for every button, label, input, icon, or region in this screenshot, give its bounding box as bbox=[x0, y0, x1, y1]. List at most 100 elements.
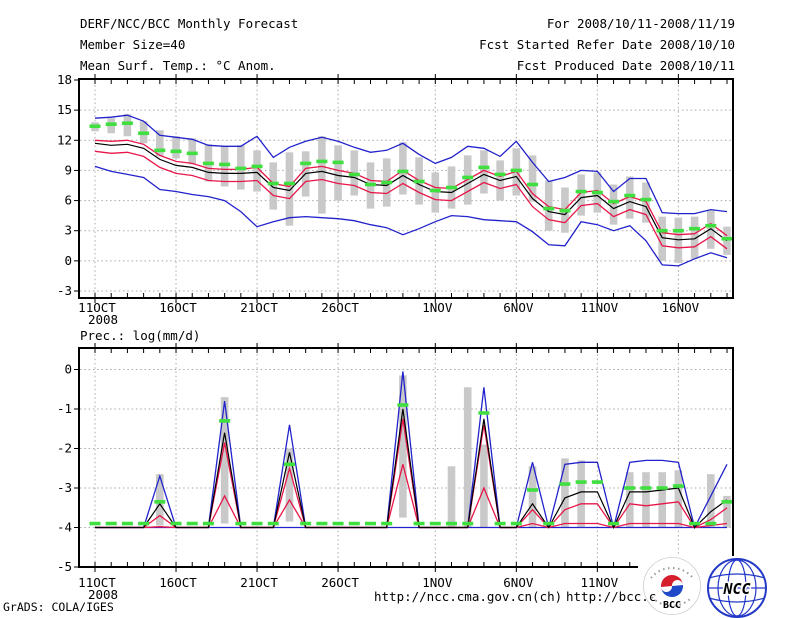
obs-dash bbox=[494, 521, 506, 526]
bcc-arc-text-top bbox=[650, 566, 694, 579]
x-tick-label: 21OCT bbox=[240, 300, 278, 315]
y-tick-label: -5 bbox=[57, 559, 72, 574]
ensemble-spread-bar bbox=[690, 216, 699, 259]
obs-dash bbox=[300, 521, 312, 526]
obs-dash bbox=[672, 484, 684, 488]
obs-dash bbox=[348, 521, 360, 526]
obs-dash bbox=[462, 175, 474, 180]
obs-dash bbox=[429, 521, 441, 526]
ensemble-spread-bar bbox=[447, 466, 456, 528]
ensemble-spread-bar bbox=[706, 474, 715, 528]
ncc-logo: NCC bbox=[707, 558, 767, 618]
obs-dash bbox=[186, 521, 198, 526]
obs-dash bbox=[640, 486, 652, 490]
obs-dash bbox=[219, 419, 231, 423]
obs-dash bbox=[527, 182, 539, 187]
obs-dash bbox=[219, 162, 231, 167]
x-tick-label: 16OCT bbox=[159, 300, 197, 315]
obs-dash bbox=[721, 500, 733, 504]
ensemble-spread-bar bbox=[480, 444, 488, 528]
bcc-swirl-blue bbox=[661, 585, 684, 598]
obs-dash bbox=[170, 521, 182, 526]
ensemble-spread-bar bbox=[480, 150, 488, 194]
obs-dash bbox=[543, 521, 555, 526]
obs-dash bbox=[235, 166, 247, 171]
y-tick-label: -3 bbox=[57, 283, 72, 298]
bcc-logo-label: BCC bbox=[663, 600, 681, 611]
ensemble-spread-bar bbox=[220, 397, 229, 524]
forecast-range-label: For 2008/10/11-2008/11/19 bbox=[546, 16, 735, 31]
ensemble-spread-bar bbox=[220, 146, 229, 187]
bcc-swirl-red bbox=[660, 574, 683, 587]
logo-area: BCC NCC bbox=[638, 556, 779, 618]
obs-dash bbox=[381, 521, 393, 526]
y-tick-label: 9 bbox=[64, 162, 72, 177]
ensemble-spread-bar bbox=[123, 114, 132, 137]
ensemble-spread-bar bbox=[561, 458, 569, 528]
prec-chart-title: Prec.: log(mm/d) bbox=[80, 328, 201, 343]
obs-dash bbox=[283, 181, 295, 186]
y-tick-label: -4 bbox=[57, 520, 72, 535]
x-tick-label: 1NOV bbox=[422, 575, 453, 590]
bcc-logo: BCC bbox=[643, 557, 701, 615]
obs-dash bbox=[591, 190, 603, 195]
page-title: DERF/NCC/BCC Monthly Forecast bbox=[80, 16, 299, 31]
obs-dash bbox=[413, 521, 425, 526]
y-tick-label: 0 bbox=[64, 362, 72, 377]
obs-dash bbox=[640, 197, 652, 202]
obs-dash bbox=[251, 521, 263, 526]
obs-dash bbox=[202, 161, 214, 166]
ensemble-spread-bar bbox=[188, 138, 197, 165]
obs-dash bbox=[478, 165, 490, 170]
obs-dash bbox=[348, 172, 360, 177]
produced-date-label: Fcst Produced Date 2008/10/11 bbox=[516, 58, 735, 73]
x-tick-label: 11NOV bbox=[581, 300, 619, 315]
obs-dash bbox=[446, 185, 458, 190]
ensemble-spread-bar bbox=[528, 155, 537, 202]
obs-dash bbox=[559, 208, 571, 213]
x-tick-label: 6NOV bbox=[503, 575, 534, 590]
ensemble-spread-bar bbox=[577, 460, 585, 528]
obs-dash bbox=[105, 122, 117, 127]
x-tick-sublabel: 2008 bbox=[88, 312, 118, 327]
series-ensemble-lower-quartile bbox=[94, 150, 728, 250]
obs-dash bbox=[154, 500, 166, 504]
y-tick-label: 3 bbox=[64, 223, 72, 238]
obs-dash bbox=[575, 189, 587, 194]
obs-dash bbox=[672, 228, 684, 233]
obs-dash bbox=[543, 206, 555, 211]
x-tick-label: 26OCT bbox=[321, 575, 359, 590]
obs-dash bbox=[397, 403, 409, 407]
obs-dash bbox=[624, 486, 636, 490]
obs-dash bbox=[397, 169, 409, 174]
obs-dash bbox=[202, 521, 214, 526]
obs-dash bbox=[494, 172, 506, 177]
obs-dash bbox=[316, 521, 328, 526]
obs-dash bbox=[705, 223, 717, 228]
obs-dash bbox=[235, 521, 247, 526]
x-tick-label: 11OCT bbox=[78, 575, 116, 590]
obs-dash bbox=[413, 179, 425, 184]
obs-dash bbox=[429, 188, 441, 193]
ensemble-spread-bar bbox=[399, 375, 407, 518]
x-tick-label: 16OCT bbox=[159, 575, 197, 590]
series-ensemble-upper-quartile bbox=[94, 139, 728, 237]
x-tick-label: 1NOV bbox=[422, 300, 453, 315]
obs-dash bbox=[591, 480, 603, 484]
member-size-label: Member Size=40 bbox=[80, 37, 186, 52]
y-tick-label: 18 bbox=[57, 72, 72, 87]
x-tick-sublabel: 2008 bbox=[88, 587, 118, 602]
ensemble-spread-bar bbox=[528, 466, 537, 528]
obs-dash bbox=[89, 124, 101, 129]
y-tick-label: 15 bbox=[57, 102, 72, 117]
series-ensemble-mean bbox=[95, 408, 728, 529]
ensemble-spread-bar bbox=[399, 142, 407, 195]
precipitation-chart: 11OCT200816OCT21OCT26OCT1NOV6NOV11NOV16N… bbox=[57, 343, 734, 602]
ensemble-spread-bar bbox=[658, 216, 666, 261]
ensemble-spread-bar bbox=[156, 130, 164, 157]
ncc-url: http://ncc.cma.gov.cn(ch) bbox=[374, 589, 563, 604]
y-tick-label: -1 bbox=[57, 401, 72, 416]
